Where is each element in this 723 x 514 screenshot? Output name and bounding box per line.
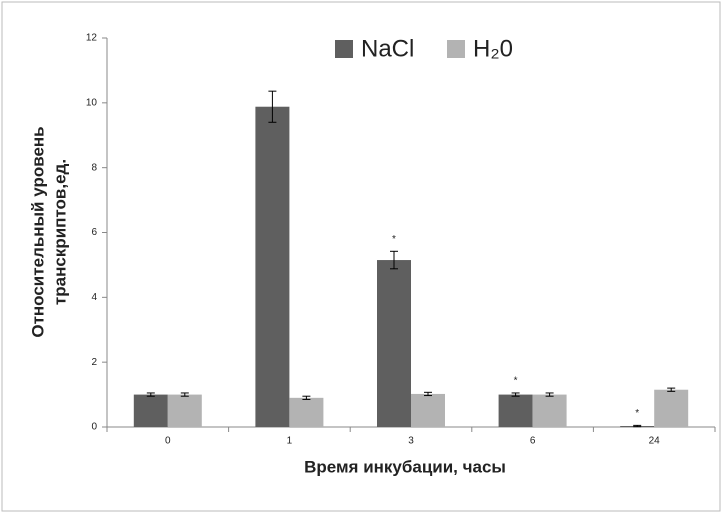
error-bar [424,391,432,397]
error-bar [390,250,398,270]
y-tick-label: 8 [91,162,97,173]
bar [255,106,290,428]
y-tick-label: 4 [91,292,97,303]
y-tick-label: 12 [86,33,98,44]
error-bar [545,392,554,397]
bar [167,394,202,427]
annotation: * [514,376,518,387]
error-bar [511,392,520,397]
error-bar [146,392,155,397]
annotation: * [635,408,639,419]
x-axis-title: Время инкубации, часы [304,457,506,476]
y-axis-title-line: транскриптов,ед. [50,159,69,305]
y-tick-label: 2 [91,357,97,368]
bar [133,394,168,427]
y-axis-title-line: Относительный уровень [28,126,47,337]
error-bar [633,424,642,428]
legend-label: H₂0 [473,35,513,62]
x-tick-label: 24 [649,436,661,447]
bar [654,389,689,427]
legend-label: NaCl [361,35,414,62]
bar [289,397,324,427]
bar [498,394,533,427]
error-bar [268,90,277,123]
legend-swatch [335,40,353,58]
y-tick-label: 10 [86,97,98,108]
y-axis-title: Относительный уровень транскриптов,ед. [28,126,69,337]
x-tick-label: 3 [408,436,414,447]
error-bar [302,395,311,400]
bar [377,260,411,427]
legend-swatch [447,40,465,58]
x-tick-label: 6 [530,436,536,447]
y-tick-label: 6 [91,227,97,238]
error-bar [667,387,676,392]
annotation: * [392,234,396,245]
x-tick-label: 0 [165,436,171,447]
x-tick-label: 1 [287,436,293,447]
error-bar [180,392,189,397]
bar [411,393,445,427]
y-tick-label: 0 [91,422,97,433]
bar [532,394,567,427]
